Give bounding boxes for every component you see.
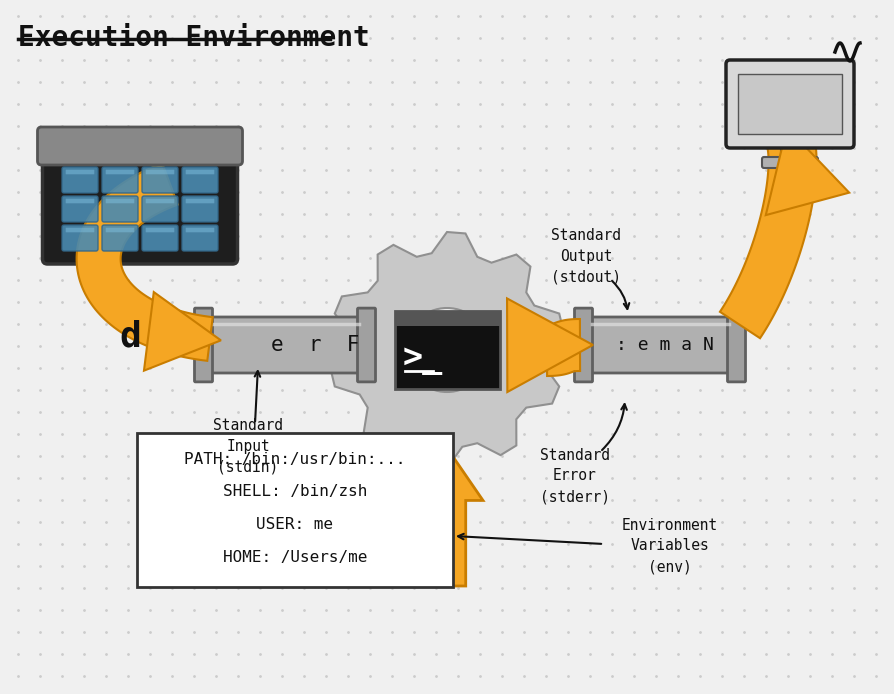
FancyBboxPatch shape <box>762 157 818 168</box>
FancyBboxPatch shape <box>142 225 178 251</box>
FancyBboxPatch shape <box>182 196 218 222</box>
FancyBboxPatch shape <box>142 196 178 222</box>
Text: Standard
Error
(stderr): Standard Error (stderr) <box>540 448 610 505</box>
Text: d: d <box>119 319 141 353</box>
FancyBboxPatch shape <box>186 228 215 232</box>
Text: USER: me: USER: me <box>257 517 333 532</box>
FancyBboxPatch shape <box>206 317 365 373</box>
FancyBboxPatch shape <box>186 170 215 174</box>
FancyBboxPatch shape <box>38 127 242 165</box>
FancyBboxPatch shape <box>358 308 375 382</box>
Polygon shape <box>77 163 213 361</box>
Text: e  r  F: e r F <box>271 335 359 355</box>
FancyBboxPatch shape <box>102 167 138 193</box>
Text: >_: >_ <box>402 341 443 375</box>
Polygon shape <box>547 319 580 376</box>
Text: HOME: /Users/me: HOME: /Users/me <box>223 550 367 565</box>
FancyBboxPatch shape <box>43 144 238 264</box>
FancyBboxPatch shape <box>65 228 94 232</box>
Polygon shape <box>144 292 221 371</box>
FancyBboxPatch shape <box>394 311 500 326</box>
Text: Execution Environment: Execution Environment <box>18 24 370 52</box>
FancyBboxPatch shape <box>575 308 593 382</box>
FancyBboxPatch shape <box>62 225 98 251</box>
FancyBboxPatch shape <box>182 167 218 193</box>
Polygon shape <box>411 448 483 586</box>
FancyBboxPatch shape <box>65 170 94 174</box>
FancyBboxPatch shape <box>65 198 94 203</box>
FancyBboxPatch shape <box>137 433 453 587</box>
FancyBboxPatch shape <box>182 225 218 251</box>
FancyBboxPatch shape <box>186 198 215 203</box>
Text: PATH: /bin:/usr/bin:...: PATH: /bin:/usr/bin:... <box>184 452 406 466</box>
FancyBboxPatch shape <box>394 311 500 389</box>
Polygon shape <box>766 128 849 215</box>
Circle shape <box>405 308 489 392</box>
FancyBboxPatch shape <box>105 198 134 203</box>
FancyBboxPatch shape <box>781 141 799 163</box>
FancyBboxPatch shape <box>726 60 854 148</box>
FancyBboxPatch shape <box>738 74 842 134</box>
FancyBboxPatch shape <box>728 308 746 382</box>
Text: Environment
Variables
(env): Environment Variables (env) <box>622 518 718 575</box>
FancyBboxPatch shape <box>62 196 98 222</box>
FancyBboxPatch shape <box>146 228 174 232</box>
FancyBboxPatch shape <box>102 196 138 222</box>
FancyBboxPatch shape <box>146 198 174 203</box>
Text: Standard
Output
(stdout): Standard Output (stdout) <box>551 228 621 285</box>
FancyBboxPatch shape <box>146 170 174 174</box>
FancyBboxPatch shape <box>105 228 134 232</box>
Text: Standard
Input
(stdin): Standard Input (stdin) <box>213 418 283 475</box>
FancyBboxPatch shape <box>102 225 138 251</box>
FancyBboxPatch shape <box>62 167 98 193</box>
Polygon shape <box>507 298 593 392</box>
FancyBboxPatch shape <box>586 317 735 373</box>
FancyBboxPatch shape <box>195 308 213 382</box>
Text: SHELL: /bin/zsh: SHELL: /bin/zsh <box>223 484 367 500</box>
Text: : e m a N: : e m a N <box>616 336 714 354</box>
Polygon shape <box>720 133 816 338</box>
FancyBboxPatch shape <box>142 167 178 193</box>
FancyBboxPatch shape <box>105 170 134 174</box>
Polygon shape <box>331 232 563 468</box>
